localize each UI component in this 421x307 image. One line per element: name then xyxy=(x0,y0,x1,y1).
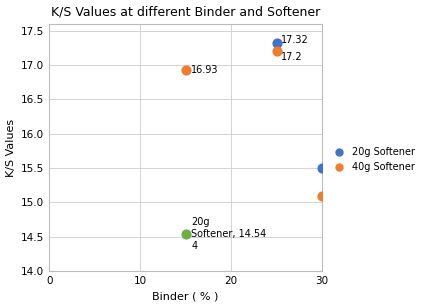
Title: K/S Values at different Binder and Softener: K/S Values at different Binder and Softe… xyxy=(51,6,320,18)
Point xyxy=(182,231,189,236)
Point xyxy=(273,41,280,45)
Point xyxy=(319,165,325,170)
Point xyxy=(319,193,325,198)
Point xyxy=(273,49,280,54)
Text: 17.32: 17.32 xyxy=(281,35,309,45)
Text: 16.93: 16.93 xyxy=(191,65,218,75)
X-axis label: Binder ( % ): Binder ( % ) xyxy=(152,291,219,301)
Y-axis label: K/S Values: K/S Values xyxy=(5,119,16,177)
Text: 20g
Softener, 14.54
4: 20g Softener, 14.54 4 xyxy=(191,217,266,251)
Point xyxy=(182,68,189,72)
Legend: 20g Softener, 40g Softener: 20g Softener, 40g Softener xyxy=(330,147,415,172)
Text: 17.2: 17.2 xyxy=(281,52,302,62)
